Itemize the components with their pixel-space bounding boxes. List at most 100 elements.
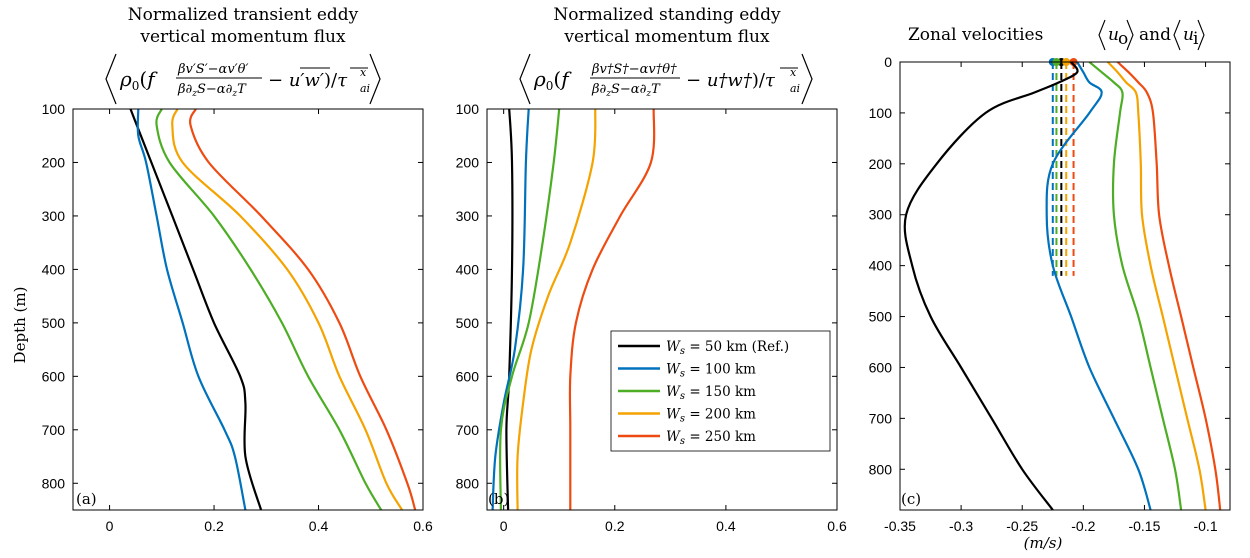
series-line bbox=[505, 109, 514, 510]
axes-frame bbox=[72, 108, 424, 511]
x-tick-label: -0.1 bbox=[1193, 518, 1217, 534]
series-line bbox=[498, 109, 561, 510]
y-tick-label: 700 bbox=[456, 422, 480, 438]
svg-text:βv′S′−αv′θ′: βv′S′−αv′θ′ bbox=[177, 62, 248, 77]
svg-text:β∂zS−α∂zT: β∂zS−α∂zT bbox=[177, 82, 247, 99]
series-line bbox=[171, 109, 404, 510]
y-tick-label: 800 bbox=[42, 475, 66, 491]
y-tick-label: 400 bbox=[869, 258, 893, 274]
x-tick-label: -0.3 bbox=[949, 518, 973, 534]
series-line bbox=[1116, 62, 1222, 510]
panel-a: Normalized transient eddy vertical momen… bbox=[11, 5, 433, 534]
y-tick-label: 700 bbox=[869, 410, 893, 426]
axes-frame bbox=[486, 108, 838, 511]
y-tick-label: 200 bbox=[456, 154, 480, 170]
y-tick-label: 600 bbox=[869, 359, 893, 375]
x-tick-label: -0.35 bbox=[884, 518, 916, 534]
y-tick-label: 500 bbox=[456, 315, 480, 331]
y-tick-label: 300 bbox=[456, 208, 480, 224]
panel-c-xlabel: (m/s) bbox=[1024, 534, 1063, 552]
svg-text:ai: ai bbox=[360, 82, 370, 95]
panel-c-title-ui: u bbox=[1183, 25, 1194, 45]
y-tick-label: 700 bbox=[42, 422, 66, 438]
panel-a-title-line-1: Normalized transient eddy bbox=[128, 5, 359, 25]
x-tick-label: 0 bbox=[500, 518, 508, 534]
y-tick-label: 800 bbox=[456, 475, 480, 491]
legend: Ws = 50 km (Ref.) Ws = 100 km Ws = 150 km W… bbox=[610, 330, 831, 452]
x-tick-label: 0.2 bbox=[204, 518, 224, 534]
x-tick-label: 0 bbox=[106, 518, 114, 534]
y-tick-label: 800 bbox=[869, 461, 893, 477]
y-tick-label: 500 bbox=[869, 309, 893, 325]
panel-c-title-and: and bbox=[1139, 25, 1171, 45]
series-line bbox=[568, 109, 656, 510]
y-tick-label: 400 bbox=[42, 261, 66, 277]
panel-b-title-line-1: Normalized standing eddy bbox=[553, 5, 781, 25]
panel-c-title-prefix: Zonal velocities bbox=[908, 25, 1043, 45]
series-line bbox=[1106, 62, 1207, 510]
series-line bbox=[1045, 62, 1152, 510]
legend-entry-label: Ws = 150 km bbox=[666, 384, 756, 402]
series-line bbox=[516, 109, 597, 510]
panel-c: Zonal velocities u o and u i -0.35 -0.3 -0… bbox=[869, 19, 1231, 552]
y-tick-label: 0 bbox=[884, 54, 892, 70]
panel-c-title-o: o bbox=[1118, 29, 1128, 49]
svg-text:βv†S†−αv†θ†: βv†S†−αv†θ† bbox=[591, 62, 677, 77]
series-line bbox=[1088, 62, 1183, 510]
y-tick-label: 200 bbox=[869, 156, 893, 172]
panel-c-plot: -0.35 -0.3 -0.25 -0.2 -0.15 -0.1 0 100 200 300 400… bbox=[869, 54, 1231, 534]
series-line bbox=[136, 109, 247, 510]
legend-rows: Ws = 50 km (Ref.) Ws = 100 km Ws = 150 km W… bbox=[618, 339, 789, 447]
panel-b-formula: ρ0(f βv†S†−αv†θ† β∂zS−α∂zT − u†w†)/τ x a… bbox=[519, 53, 813, 105]
x-tick-label: 0.6 bbox=[827, 518, 847, 534]
series-line bbox=[903, 62, 1079, 510]
y-tick-label: 500 bbox=[42, 315, 66, 331]
legend-entry-label: Ws = 250 km bbox=[666, 429, 756, 447]
series-line bbox=[155, 109, 383, 510]
x-tick-label: 0.4 bbox=[309, 518, 329, 534]
panel-a-formula: ρ0(f βv′S′−αv′θ′ β∂zS−α∂zT − u′w′)/τ x a… bbox=[105, 53, 381, 105]
y-tick-label: 300 bbox=[869, 207, 893, 223]
x-tick-label: -0.25 bbox=[1006, 518, 1038, 534]
axes-frame bbox=[899, 61, 1231, 511]
panel-c-label: (c) bbox=[901, 490, 921, 508]
panel-b: Normalized standing eddy vertical moment… bbox=[456, 5, 847, 534]
panel-c-title-uo: u bbox=[1108, 25, 1119, 45]
series-line bbox=[129, 109, 263, 510]
x-tick-label: 0.4 bbox=[716, 518, 736, 534]
y-tick-label: 300 bbox=[42, 208, 66, 224]
x-tick-label: -0.2 bbox=[1071, 518, 1095, 534]
series-line bbox=[491, 109, 530, 510]
panel-b-label: (b) bbox=[488, 490, 509, 508]
svg-text:x: x bbox=[360, 66, 367, 79]
panel-a-label: (a) bbox=[76, 490, 97, 508]
y-tick-label: 100 bbox=[456, 101, 480, 117]
y-tick-label: 100 bbox=[869, 105, 893, 121]
svg-text:ρ0(f: ρ0(f bbox=[533, 67, 572, 93]
panel-b-plot: 0 0.2 0.4 0.6 100 200 300 400 500 600 700 800 bbox=[456, 101, 847, 534]
legend-entry-label: Ws = 50 km (Ref.) bbox=[666, 339, 789, 357]
svg-text:− u′w′)/τ: − u′w′)/τ bbox=[268, 70, 348, 91]
panel-a-plot: 0 0.2 0.4 0.6 100 200 300 400 500 600 700 800 bbox=[42, 101, 433, 534]
panel-a-ylabel: Depth (m) bbox=[11, 287, 29, 364]
y-tick-label: 200 bbox=[42, 154, 66, 170]
y-tick-label: 600 bbox=[456, 368, 480, 384]
y-tick-label: 100 bbox=[42, 101, 66, 117]
svg-text:β∂zS−α∂zT: β∂zS−α∂zT bbox=[591, 82, 661, 99]
y-tick-label: 400 bbox=[456, 261, 480, 277]
panel-c-title: Zonal velocities u o and u i bbox=[908, 19, 1205, 51]
svg-text:ρ0(f: ρ0(f bbox=[119, 67, 158, 93]
panel-c-title-i: i bbox=[1193, 29, 1199, 49]
panel-b-title-line-2: vertical momentum flux bbox=[563, 27, 770, 47]
panel-a-title-line-2: vertical momentum flux bbox=[139, 27, 346, 47]
svg-text:ai: ai bbox=[790, 82, 800, 95]
x-tick-label: 0.2 bbox=[605, 518, 625, 534]
legend-entry-label: Ws = 200 km bbox=[666, 407, 756, 425]
svg-text:x: x bbox=[790, 66, 797, 79]
y-tick-label: 600 bbox=[42, 368, 66, 384]
series-line bbox=[188, 109, 417, 510]
x-tick-label: -0.15 bbox=[1128, 518, 1160, 534]
svg-text:− u†w†)/τ: − u†w†)/τ bbox=[686, 70, 776, 91]
x-tick-label: 0.6 bbox=[413, 518, 433, 534]
